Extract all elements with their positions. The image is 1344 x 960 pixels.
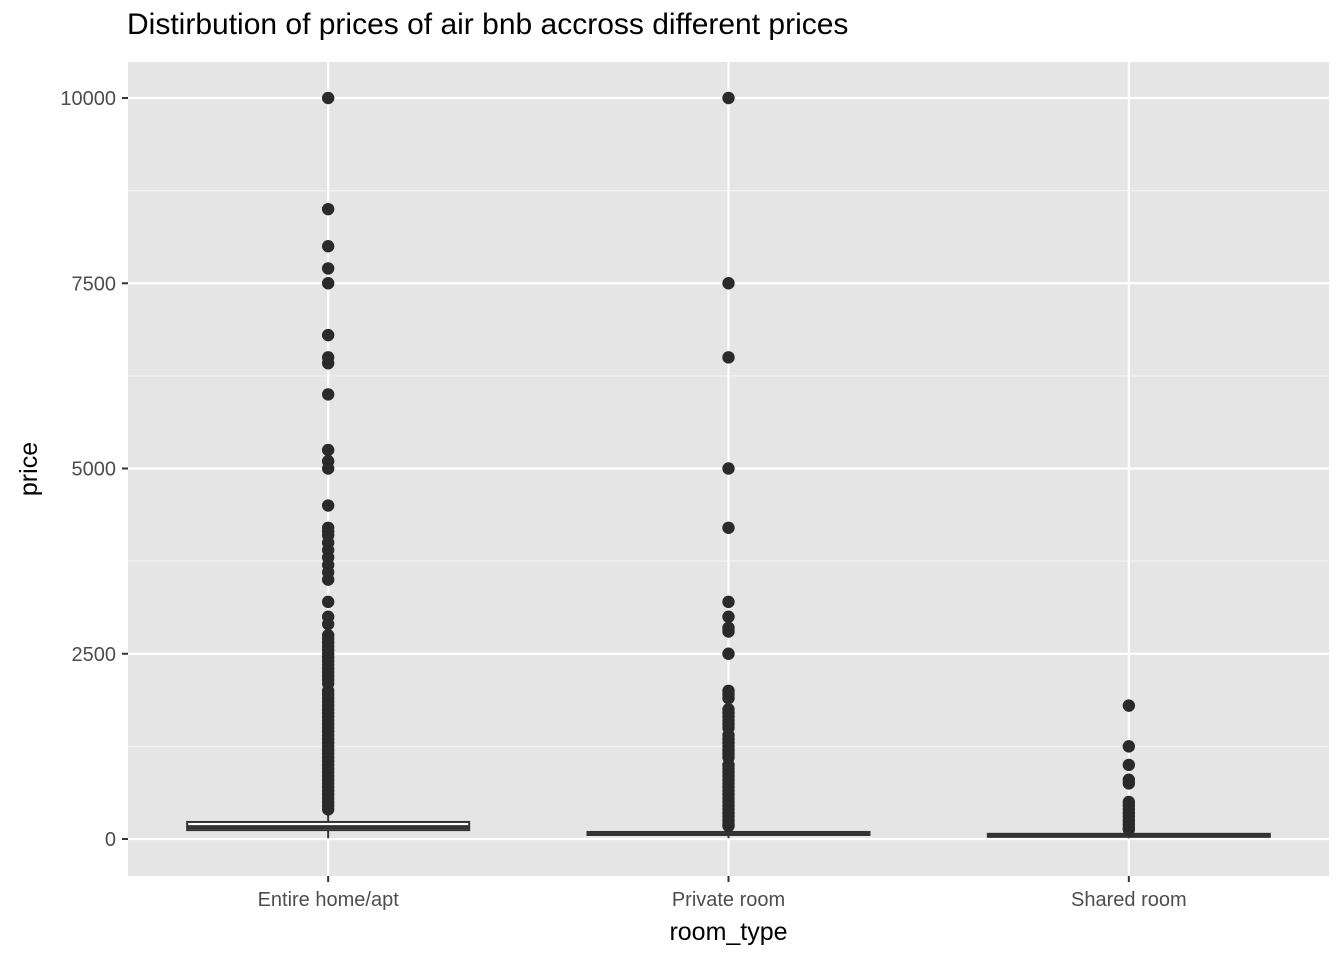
outlier-point (321, 595, 335, 609)
outlier-point (321, 202, 335, 216)
outlier-point (321, 573, 335, 586)
outlier-point (1122, 758, 1136, 772)
x-tick-label: Entire home/apt (258, 889, 400, 911)
outlier-point (1122, 699, 1136, 712)
axes: room_type price 0 2500 5000 7500 10000 Entire… (15, 88, 1187, 946)
boxes (186, 91, 1271, 839)
outlier-point (722, 819, 735, 833)
outlier-point (321, 499, 335, 512)
y-tick-label: 2500 (72, 644, 117, 666)
outlier-point (722, 625, 735, 638)
y-axis-title: price (15, 442, 43, 496)
y-tick-label: 10000 (60, 88, 116, 110)
box-group (586, 91, 871, 839)
outlier-point (722, 351, 735, 364)
outlier-point (722, 647, 735, 660)
outlier-point (321, 388, 335, 401)
outlier-point (722, 462, 735, 475)
outlier-point (1122, 777, 1136, 790)
outlier-point (321, 277, 335, 290)
outlier-point (1122, 740, 1136, 753)
outlier-point (1122, 823, 1136, 836)
outlier-point (722, 277, 735, 290)
chart-title: Distirbution of prices of air bnb accros… (127, 8, 849, 41)
outlier-point (321, 262, 335, 275)
outlier-point (321, 91, 335, 105)
x-axis-title: room_type (669, 918, 787, 946)
x-tick-label: Private room (672, 889, 785, 911)
outlier-point (722, 595, 735, 609)
y-tick-label: 0 (105, 829, 116, 851)
outlier-point (321, 328, 335, 342)
outlier-point (321, 240, 335, 253)
outlier-point (722, 91, 735, 105)
outlier-point (722, 521, 735, 534)
outlier-point (722, 692, 735, 705)
y-tick-label: 7500 (72, 273, 117, 295)
box-group (986, 699, 1271, 839)
y-tick-label: 5000 (72, 459, 117, 481)
outlier-point (321, 443, 335, 457)
x-tick-label: Shared room (1071, 889, 1187, 911)
box-group (186, 91, 471, 839)
outlier-point (722, 610, 735, 623)
outlier-point (321, 617, 335, 631)
outlier-point (321, 462, 335, 475)
outlier-point (321, 803, 335, 816)
outlier-point (321, 357, 335, 370)
